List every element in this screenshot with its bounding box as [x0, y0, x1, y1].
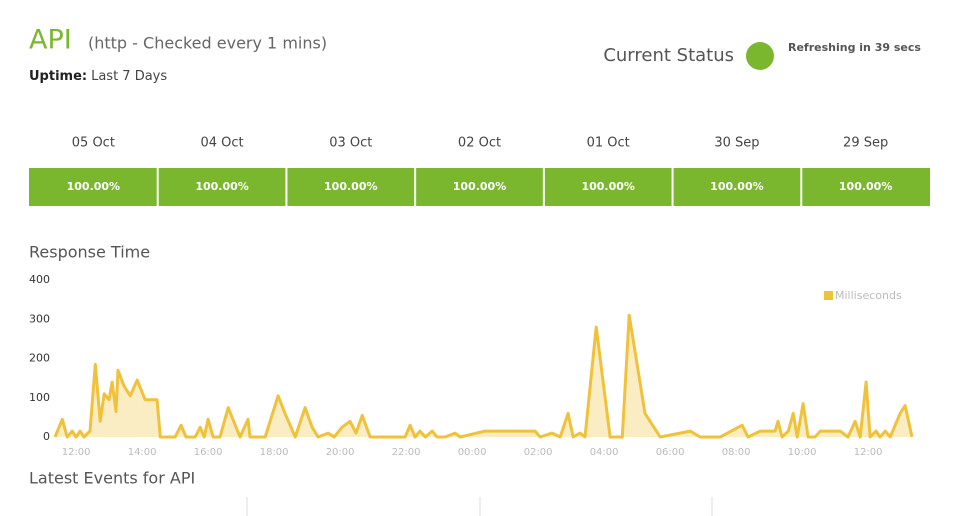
y-tick-label: 400 [29, 273, 50, 286]
x-tick-label: 20:00 [326, 447, 355, 458]
day-cell [416, 168, 543, 206]
x-tick-label: 22:00 [392, 447, 421, 458]
page-subtitle: (http - Checked every 1 mins) [88, 34, 327, 53]
day-date: 01 Oct [587, 136, 630, 151]
line [53, 313, 914, 439]
y-tick-label: 0 [43, 430, 50, 443]
uptime-label: Uptime: [29, 69, 87, 84]
x-tick-label: 10:00 [788, 447, 817, 458]
status-label: Current Status [603, 45, 734, 66]
day-uptime: 100.00% [839, 180, 892, 193]
day-cell [29, 168, 157, 206]
refresh-timer: Refreshing in 39 secs [788, 41, 921, 54]
day-date: 05 Oct [72, 136, 115, 151]
day-date: 29 Sep [843, 136, 888, 151]
x-tick-label: 02:00 [524, 447, 553, 458]
day-cell [158, 168, 286, 206]
day-cell [287, 168, 415, 206]
section-title: Response Time [29, 243, 150, 262]
legend-label: Milliseconds [835, 289, 902, 302]
y-tick-label: 200 [29, 352, 50, 365]
legend-swatch [824, 291, 833, 300]
response-chart: 0 100 200 300 400 12:00 14:00 16:00 18:00 20:00 22… [29, 273, 914, 458]
y-tick-label: 300 [29, 312, 50, 325]
day-cell [802, 168, 930, 206]
day-date: 30 Sep [714, 136, 759, 151]
x-tick-label: 06:00 [656, 447, 685, 458]
day-date: 02 Oct [458, 136, 501, 151]
x-tick-label: 18:00 [260, 447, 289, 458]
x-tick-label: 00:00 [458, 447, 487, 458]
day-uptime: 100.00% [453, 180, 506, 193]
day-cell [544, 168, 672, 206]
area [55, 315, 912, 437]
uptime-table: 05 Oct 100.00% 04 Oct 100.00% 03 Oct 100.00% 0… [29, 136, 930, 206]
day-uptime: 100.00% [581, 180, 634, 193]
x-tick-label: 04:00 [590, 447, 619, 458]
day-uptime: 100.00% [195, 180, 248, 193]
x-tick-label: 12:00 [854, 447, 883, 458]
uptime-value: Last 7 Days [91, 69, 167, 84]
day-uptime: 100.00% [324, 180, 377, 193]
status-indicator [746, 42, 774, 70]
x-tick-label: 08:00 [722, 447, 751, 458]
day-date: 04 Oct [200, 136, 243, 151]
section-title: Latest Events for API [29, 469, 195, 488]
day-uptime: 100.00% [710, 180, 763, 193]
day-cell [673, 168, 801, 206]
page-title: API [29, 25, 72, 56]
x-tick-label: 14:00 [128, 447, 157, 458]
day-uptime: 100.00% [67, 180, 120, 193]
y-tick-label: 100 [29, 391, 50, 404]
x-tick-label: 16:00 [194, 447, 223, 458]
day-date: 03 Oct [329, 136, 372, 151]
x-tick-label: 12:00 [62, 447, 91, 458]
uptime: Uptime: Last 7 Days [29, 69, 167, 84]
